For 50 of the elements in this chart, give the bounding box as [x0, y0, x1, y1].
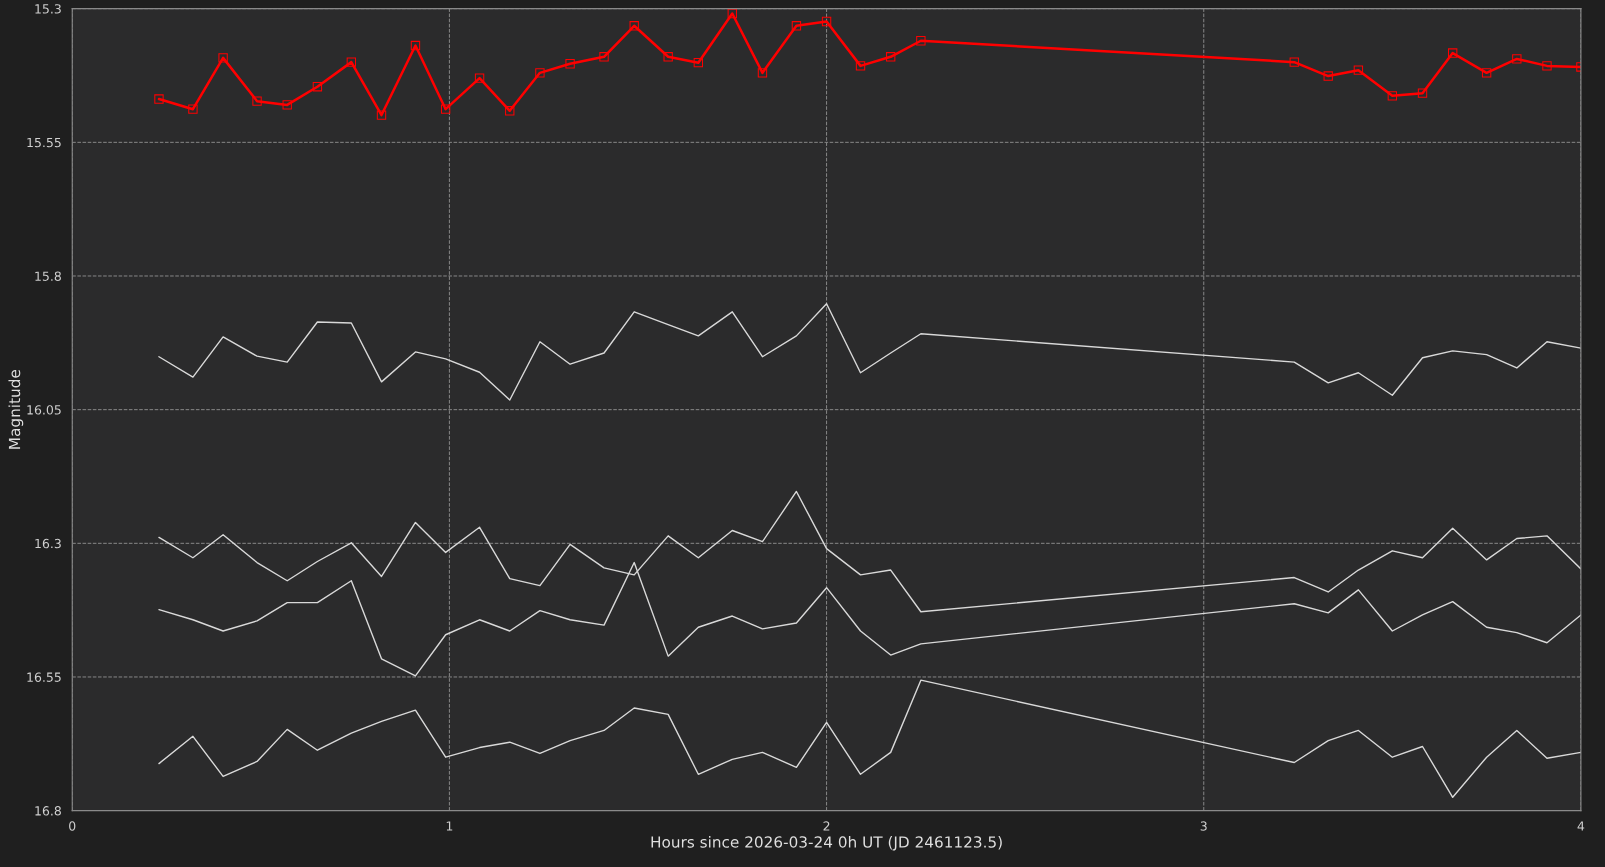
point [218, 53, 228, 63]
point [188, 104, 198, 114]
y-axis-title: Magnitude [8, 370, 24, 449]
x-tick-label: 0 [69, 821, 76, 831]
point [916, 36, 926, 46]
point [1353, 65, 1364, 75]
point [282, 100, 292, 110]
point [663, 52, 673, 62]
point [821, 16, 832, 27]
point [440, 104, 451, 114]
line-series [158, 679, 1581, 798]
point [474, 73, 485, 83]
point [154, 94, 164, 104]
point [565, 59, 575, 69]
x-tick-label: 1 [446, 821, 453, 831]
x-tick-label: 2 [823, 821, 830, 831]
point [535, 68, 545, 78]
point [1481, 68, 1492, 78]
point [757, 68, 768, 78]
point [1542, 61, 1552, 71]
point [410, 40, 421, 51]
point [791, 21, 802, 31]
x-tick-label: 4 [1577, 821, 1585, 831]
line-series [158, 303, 1581, 401]
y-tick-label: 15.8 [35, 271, 61, 281]
point [1417, 88, 1428, 98]
y-tick-label: 16.3 [35, 538, 61, 549]
x-axis-title: Hours since 2026-03-24 0h UT (JD 2461123.5) [651, 835, 1002, 851]
point [376, 110, 387, 120]
y-tick-label: 15.3 [35, 4, 61, 14]
point [599, 52, 609, 62]
point [1512, 54, 1522, 64]
y-tick-label: 16.8 [35, 806, 61, 816]
point [312, 82, 323, 92]
point [1289, 57, 1299, 67]
x-tick-label: 3 [1200, 821, 1207, 831]
y-tick-label: 16.55 [27, 672, 61, 682]
point [629, 21, 639, 31]
y-tick-label: 15.55 [27, 137, 61, 148]
point [727, 8, 737, 19]
point [855, 61, 866, 71]
point [1447, 48, 1458, 58]
point [693, 57, 704, 68]
point [1323, 71, 1333, 81]
point [505, 106, 515, 116]
point [346, 57, 357, 67]
point [1387, 91, 1398, 101]
y-tick-label: 16.05 [27, 405, 61, 415]
point [886, 52, 896, 62]
point [252, 96, 262, 106]
